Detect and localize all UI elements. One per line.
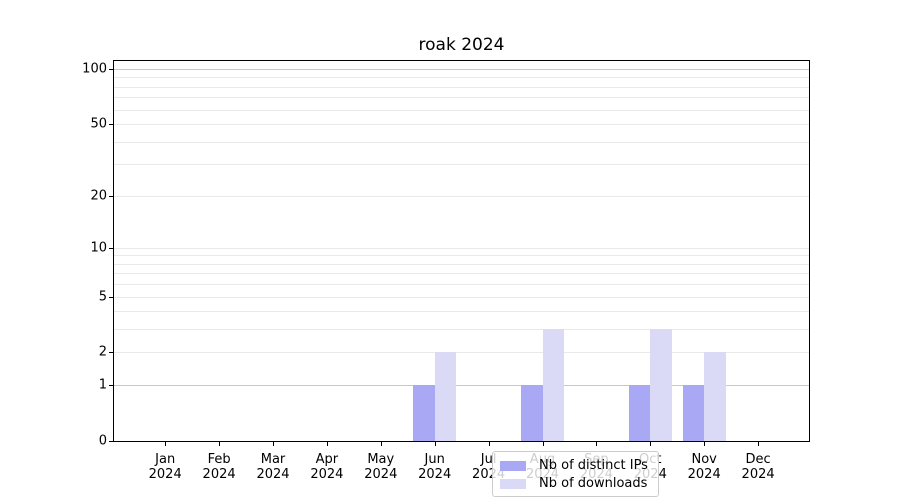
plot-area: Nb of distinct IPs Nb of downloads [114, 61, 809, 497]
x-tick-label-nov: Nov 2024 [687, 452, 721, 482]
chart-title: roak 2024 [418, 35, 505, 55]
x-tick-label-dec: Dec 2024 [741, 452, 775, 482]
y-tick-mark-0 [109, 441, 114, 442]
x-tick-label-jun: Jun 2024 [418, 452, 452, 482]
x-tick-mark-apr [326, 442, 328, 446]
y-tick-mark-50 [109, 124, 114, 126]
gridline-y-4 [114, 311, 809, 313]
gridline-y-5 [114, 296, 809, 298]
y-tick-label-50: 50 [90, 116, 107, 132]
gridline-y-7 [114, 273, 809, 275]
gridline-y-70 [114, 97, 809, 99]
x-tick-label-feb: Feb 2024 [202, 452, 236, 482]
y-tick-label-100: 100 [82, 61, 107, 77]
bar-downloads-nov [704, 352, 726, 441]
x-tick-mark-dec [758, 442, 760, 446]
y-tick-label-0: 0 [98, 433, 107, 449]
x-tick-mark-aug [542, 442, 544, 446]
x-tick-label-mar: Mar 2024 [256, 452, 290, 482]
x-tick-label-jan: Jan 2024 [148, 452, 182, 482]
y-tick-mark-1 [109, 385, 114, 387]
legend-row-downloads: Nb of downloads [500, 475, 650, 493]
y-tick-label-1: 1 [98, 377, 107, 393]
gridline-y-9 [114, 255, 809, 257]
gridline-y-80 [114, 86, 809, 88]
y-tick-mark-2 [109, 352, 114, 354]
legend-label-downloads: Nb of downloads [539, 476, 648, 491]
x-tick-mark-mar [273, 442, 274, 446]
y-tick-label-2: 2 [98, 344, 107, 360]
y-tick-mark-5 [109, 296, 114, 298]
y-tick-mark-20 [109, 195, 114, 197]
bar-distinct-ips-jun [413, 385, 435, 441]
x-tick-mark-jul [488, 442, 490, 446]
y-tick-mark-100 [109, 69, 114, 70]
bar-downloads-oct [650, 329, 672, 441]
bar-distinct-ips-aug [521, 385, 543, 441]
y-tick-label-20: 20 [90, 188, 107, 204]
gridline-y-90 [114, 77, 809, 79]
gridline-y-3 [114, 329, 809, 331]
gridline-y-100 [114, 69, 809, 70]
x-tick-mark-may [380, 442, 382, 446]
x-tick-label-apr: Apr 2024 [310, 452, 344, 482]
gridline-y-10 [114, 247, 809, 249]
y-tick-label-5: 5 [98, 289, 107, 305]
legend-swatch-downloads [500, 479, 526, 489]
gridline-y-6 [114, 284, 809, 286]
x-tick-mark-oct [650, 442, 652, 446]
gridline-y-2 [114, 352, 809, 354]
x-tick-mark-nov [704, 442, 706, 446]
gridline-y-30 [114, 164, 809, 166]
gridline-y-20 [114, 195, 809, 197]
gridline-y-1 [114, 385, 809, 387]
bar-downloads-aug [542, 329, 564, 441]
legend-row-distinct-ips: Nb of distinct IPs [500, 457, 650, 475]
gridline-y-50 [114, 124, 809, 126]
legend-swatch-distinct-ips [500, 461, 526, 471]
gridline-y-60 [114, 109, 809, 111]
x-tick-mark-sep [596, 442, 598, 446]
x-tick-mark-jun [434, 442, 436, 446]
x-tick-label-may: May 2024 [364, 452, 398, 482]
y-tick-mark-10 [109, 247, 114, 249]
bar-downloads-jun [434, 352, 457, 441]
gridline-y-8 [114, 263, 809, 265]
x-tick-mark-jan [165, 442, 167, 446]
y-tick-label-10: 10 [90, 240, 107, 256]
x-tick-mark-feb [219, 442, 221, 446]
bar-distinct-ips-oct [628, 385, 651, 441]
bar-distinct-ips-nov [682, 385, 705, 441]
legend-label-distinct-ips: Nb of distinct IPs [539, 458, 648, 473]
legend: Nb of distinct IPs Nb of downloads [492, 451, 659, 497]
gridline-y-40 [114, 141, 809, 143]
